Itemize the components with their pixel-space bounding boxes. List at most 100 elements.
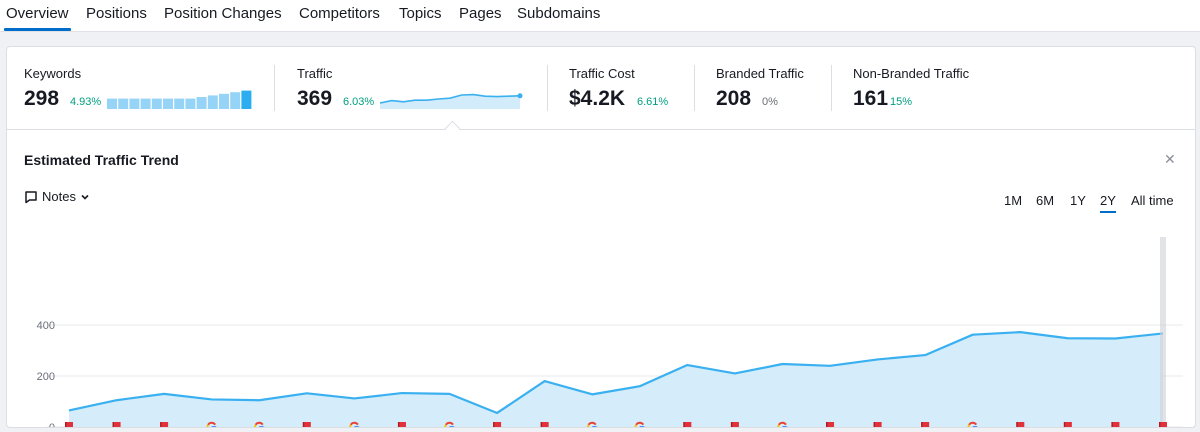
data-point	[781, 363, 784, 366]
traffic-line	[68, 331, 1164, 415]
data-point	[448, 392, 451, 395]
tab-subdomains[interactable]: Subdomains	[517, 5, 601, 22]
flag-icon	[540, 422, 549, 427]
data-point	[68, 409, 71, 412]
tab-positions[interactable]: Positions	[86, 5, 147, 22]
divider	[547, 65, 548, 111]
data-point	[496, 411, 499, 414]
traffic-trend-chart: 0200400Jan 24Apr 24Jul 24Oct 24Jan 25Apr…	[37, 237, 1183, 427]
keywords-sparkline-bar	[207, 95, 218, 109]
divider	[831, 65, 832, 111]
tab-topics[interactable]: Topics	[399, 5, 442, 22]
metric-non-branded-traffic[interactable]: Non-Branded Traffic 161 15%	[853, 66, 970, 110]
report-tabs: Overview Positions Position Changes Comp…	[0, 0, 1200, 32]
keywords-sparkline-bar	[151, 98, 162, 109]
keywords-sparkline-bar	[163, 98, 173, 109]
keywords-sparkline-bar	[174, 98, 185, 109]
data-point	[543, 380, 546, 383]
metric-traffic-cost[interactable]: Traffic Cost $4.2K 6.61%	[569, 66, 668, 110]
metric-traffic-cost-value: $4.2K	[569, 87, 626, 110]
data-point	[210, 398, 213, 401]
metrics-row: Keywords 298 4.93% Traffic 369 6.03% Tra…	[7, 47, 1195, 130]
flag-icon	[160, 422, 169, 427]
notes-dropdown[interactable]: Notes	[24, 189, 90, 204]
data-point	[115, 399, 118, 402]
y-tick-label: 400	[37, 320, 55, 332]
metric-traffic-label: Traffic	[297, 66, 333, 81]
hover-highlight	[1160, 237, 1166, 427]
metric-non-branded-delta: 15%	[890, 96, 913, 108]
chart-title: Estimated Traffic Trend	[24, 152, 179, 168]
divider	[274, 65, 275, 111]
data-point	[686, 364, 689, 367]
flag-icon	[1111, 422, 1120, 427]
flag-icon	[302, 422, 311, 427]
metric-branded-delta: 0%	[762, 96, 778, 108]
data-point	[400, 392, 403, 395]
metric-non-branded-label: Non-Branded Traffic	[853, 66, 970, 81]
keywords-sparkline-bar	[230, 92, 241, 109]
data-point	[1114, 337, 1117, 340]
flag-icon	[397, 422, 406, 427]
divider	[694, 65, 695, 111]
metric-keywords-delta: 4.93%	[70, 96, 102, 108]
keywords-sparkline-bar	[107, 98, 117, 109]
data-point	[258, 399, 261, 402]
metric-traffic-cost-delta: 6.61%	[637, 96, 669, 108]
data-point	[829, 364, 832, 367]
data-point	[353, 397, 356, 400]
data-point	[305, 392, 308, 395]
metric-traffic[interactable]: Traffic 369 6.03%	[297, 66, 523, 110]
data-point	[163, 392, 166, 395]
data-point	[733, 372, 736, 375]
google-icon	[587, 421, 598, 427]
traffic-sparkline-line	[380, 93, 521, 104]
flag-icon	[873, 422, 882, 427]
flag-icon	[112, 422, 121, 427]
metric-traffic-value: 369	[297, 87, 333, 110]
range-1y[interactable]: 1Y	[1070, 193, 1086, 208]
flag-icon	[493, 422, 502, 427]
traffic-sparkline-area	[380, 94, 520, 109]
flag-icon	[1159, 422, 1167, 427]
keywords-sparkline-bar	[241, 90, 252, 109]
metric-keywords[interactable]: Keywords 298 4.93%	[24, 66, 252, 110]
tab-pages[interactable]: Pages	[459, 5, 502, 22]
metric-branded-traffic[interactable]: Branded Traffic 208 0%	[716, 66, 804, 110]
google-icon	[444, 421, 455, 427]
flag-icon	[921, 422, 930, 427]
close-icon[interactable]: ✕	[1164, 151, 1176, 167]
flag-icon	[1016, 422, 1025, 427]
data-point	[1019, 331, 1022, 334]
traffic-sparkline	[380, 93, 523, 109]
range-2y[interactable]: 2Y	[1100, 193, 1116, 213]
traffic-sparkline-end-dot	[517, 93, 523, 99]
range-6m[interactable]: 6M	[1036, 193, 1055, 208]
keywords-sparkline-bar	[219, 93, 229, 109]
keywords-sparkline-bar	[129, 98, 140, 109]
y-tick-label: 200	[37, 371, 55, 383]
keywords-sparkline-bar	[185, 98, 196, 109]
data-point	[924, 354, 927, 357]
flag-icon	[1063, 422, 1072, 427]
y-tick-label: 0	[49, 422, 55, 427]
metric-non-branded-value: 161	[853, 87, 889, 110]
data-point	[876, 358, 879, 361]
google-icon	[967, 421, 978, 427]
range-1m[interactable]: 1M	[1004, 193, 1023, 208]
google-icon	[254, 421, 265, 427]
metric-keywords-label: Keywords	[24, 66, 82, 81]
metric-branded-value: 208	[716, 87, 752, 110]
chevron-down-icon	[81, 194, 89, 200]
keywords-sparkline-bar	[118, 98, 129, 109]
tab-overview[interactable]: Overview	[4, 5, 71, 31]
metric-traffic-cost-label: Traffic Cost	[569, 66, 635, 81]
overview-card: Keywords 298 4.93% Traffic 369 6.03% Tra…	[6, 46, 1196, 428]
tab-position-changes[interactable]: Position Changes	[164, 5, 282, 22]
tab-competitors[interactable]: Competitors	[299, 5, 380, 22]
flag-icon	[683, 422, 692, 427]
range-all-time[interactable]: All time	[1131, 193, 1174, 208]
keywords-sparkline-bar	[140, 98, 151, 109]
data-point	[1066, 337, 1069, 340]
traffic-area	[69, 332, 1163, 427]
